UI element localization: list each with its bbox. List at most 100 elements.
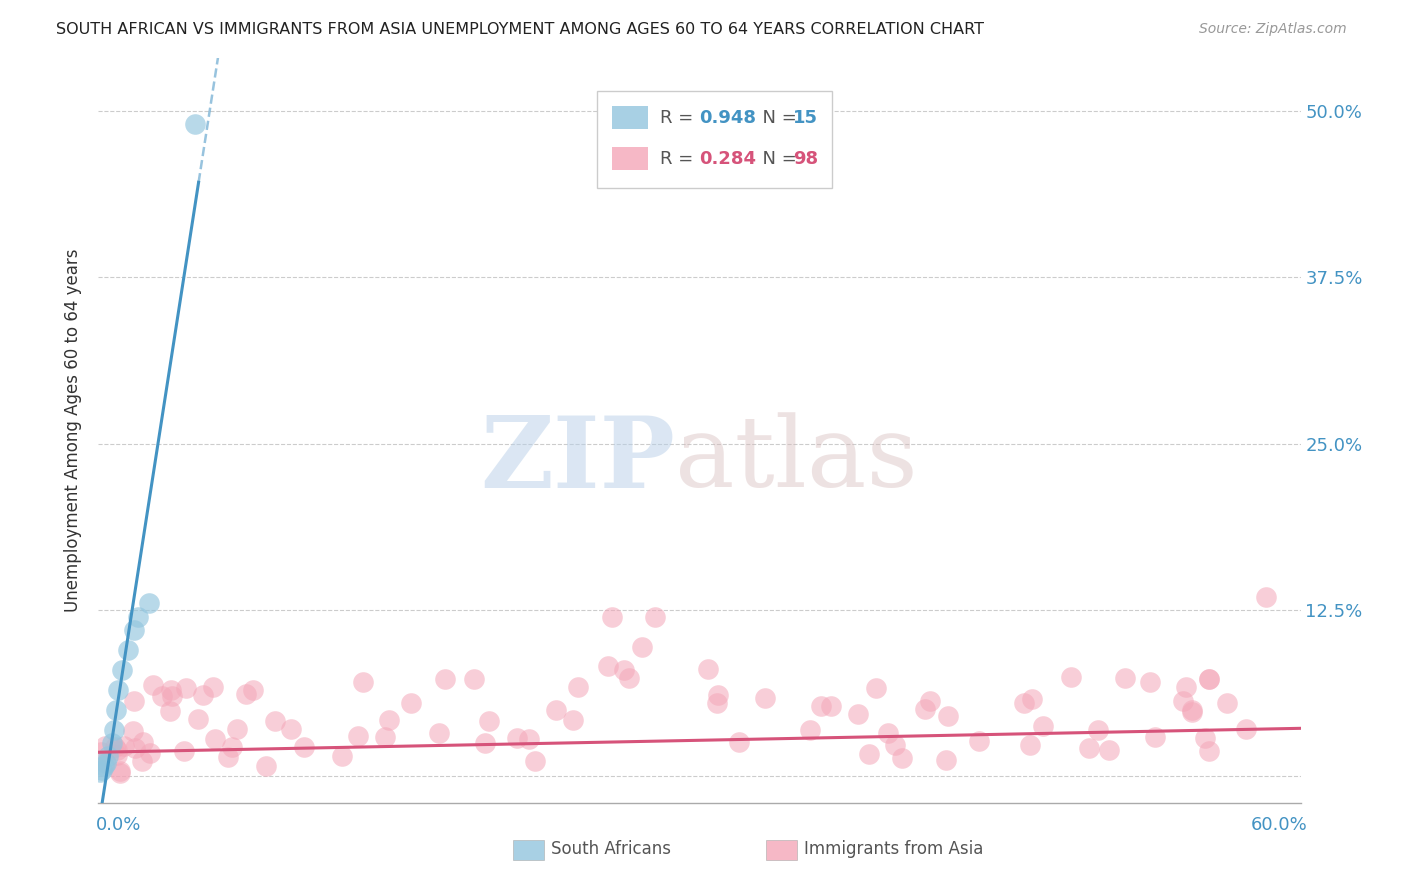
Point [891, 751, 914, 765]
Point [176, 681, 198, 695]
Point [93, 758, 115, 772]
Point [876, 726, 898, 740]
Point [91, 763, 114, 777]
Text: 15: 15 [793, 109, 818, 127]
Point [124, 740, 146, 755]
Text: 0.284: 0.284 [699, 150, 756, 168]
Point [105, 743, 128, 757]
Point [754, 691, 776, 706]
Point [562, 713, 585, 727]
Point [810, 699, 832, 714]
Point [600, 609, 623, 624]
Point [122, 724, 145, 739]
Point [1144, 730, 1167, 744]
Text: 98: 98 [793, 150, 818, 168]
Point [124, 623, 146, 637]
Point [187, 712, 209, 726]
Point [969, 734, 991, 748]
Text: SOUTH AFRICAN VS IMMIGRANTS FROM ASIA UNEMPLOYMENT AMONG AGES 60 TO 64 YEARS COR: SOUTH AFRICAN VS IMMIGRANTS FROM ASIA UN… [56, 22, 984, 37]
Point [463, 673, 485, 687]
Point [110, 766, 132, 780]
Point [159, 704, 181, 718]
Point [631, 640, 654, 654]
Point [696, 662, 718, 676]
Text: ZIP: ZIP [481, 412, 675, 508]
Text: Source: ZipAtlas.com: Source: ZipAtlas.com [1199, 22, 1347, 37]
Point [613, 663, 636, 677]
Point [619, 671, 641, 685]
Point [935, 753, 957, 767]
Point [89, 765, 111, 780]
Text: atlas: atlas [675, 412, 918, 508]
Point [131, 754, 153, 768]
Point [523, 755, 546, 769]
Point [94, 739, 117, 754]
Point [110, 764, 132, 778]
Point [544, 703, 567, 717]
Point [159, 683, 181, 698]
Point [799, 723, 821, 737]
Point [242, 683, 264, 698]
Point [1087, 723, 1109, 737]
Point [160, 689, 183, 703]
Point [1198, 744, 1220, 758]
Point [707, 689, 730, 703]
Point [846, 707, 869, 722]
Point [1014, 697, 1036, 711]
Text: 0.948: 0.948 [699, 109, 756, 127]
Point [122, 693, 145, 707]
Point [478, 714, 501, 728]
Point [1032, 719, 1054, 733]
Text: Immigrants from Asia: Immigrants from Asia [804, 840, 984, 858]
Text: R =: R = [659, 150, 699, 168]
Point [263, 714, 285, 729]
Point [132, 735, 155, 749]
Point [142, 678, 165, 692]
Point [517, 732, 540, 747]
Point [138, 596, 160, 610]
Point [1215, 696, 1237, 710]
Point [256, 759, 278, 773]
Point [235, 687, 257, 701]
Point [1098, 743, 1121, 757]
Point [883, 738, 905, 752]
Point [128, 609, 150, 624]
Point [117, 643, 139, 657]
Text: South Africans: South Africans [551, 840, 671, 858]
Bar [612, 147, 648, 169]
Point [567, 680, 589, 694]
Point [918, 694, 941, 708]
Point [1198, 672, 1220, 686]
Point [820, 698, 842, 713]
Point [1256, 590, 1278, 604]
Point [346, 729, 368, 743]
Point [105, 747, 128, 762]
Point [427, 726, 450, 740]
Point [90, 745, 112, 759]
Point [706, 697, 728, 711]
Point [97, 749, 120, 764]
Text: 60.0%: 60.0% [1251, 816, 1308, 834]
Point [1019, 738, 1042, 752]
Point [858, 747, 880, 761]
Point [727, 735, 749, 749]
Point [204, 731, 226, 746]
Point [292, 739, 315, 754]
Point [280, 723, 302, 737]
Point [217, 750, 239, 764]
Point [103, 723, 125, 737]
Point [139, 747, 162, 761]
Point [914, 702, 936, 716]
Point [221, 739, 243, 754]
FancyBboxPatch shape [598, 92, 832, 188]
Point [150, 689, 173, 703]
Point [330, 748, 353, 763]
Point [865, 681, 887, 695]
Text: 0.0%: 0.0% [96, 816, 141, 834]
Point [1078, 741, 1101, 756]
Point [112, 739, 135, 754]
Point [1060, 670, 1083, 684]
Point [105, 703, 128, 717]
Point [191, 689, 214, 703]
Point [1114, 671, 1136, 685]
